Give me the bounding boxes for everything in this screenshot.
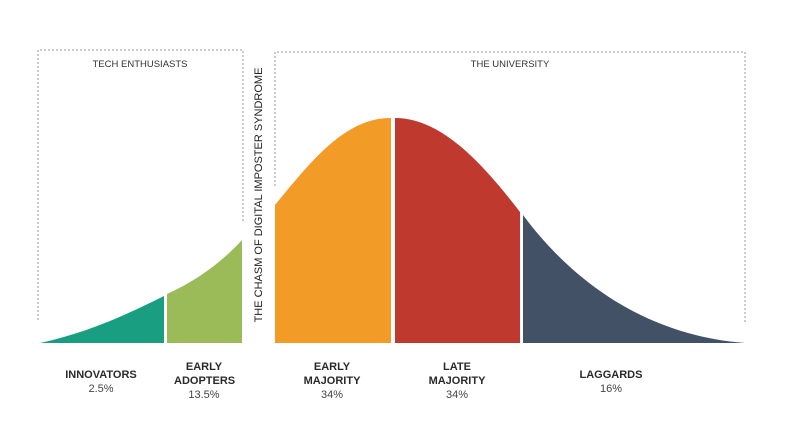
segment-percent: 34% <box>445 389 469 401</box>
segment-name: INNOVATORS <box>65 369 137 381</box>
segment-name: LAGGARDS <box>579 369 643 381</box>
segment-percent: 2.5% <box>88 383 114 395</box>
segment-early-majority <box>275 118 391 343</box>
group-label-university: THE UNIVERSITY <box>470 59 550 70</box>
segment-early-adopters <box>167 240 242 343</box>
university-box <box>274 51 746 322</box>
tech-enthusiasts-box <box>37 49 244 320</box>
group-label-tech-enthusiasts: TECH ENTHUSIASTS <box>92 59 188 70</box>
label-laggards: LAGGARDS 16% <box>580 368 643 396</box>
label-early-majority: EARLY MAJORITY 34% <box>302 360 362 402</box>
label-late-majority: LATE MAJORITY 34% <box>427 360 487 402</box>
segment-name: EARLY MAJORITY <box>303 361 361 387</box>
segment-laggards <box>523 215 745 343</box>
segment-name: EARLY ADOPTERS <box>174 361 236 387</box>
segment-percent: 34% <box>320 389 344 401</box>
chasm-label: THE CHASM OF DIGITAL IMPOSTER SYNDROME <box>253 67 265 323</box>
segment-innovators <box>40 296 164 343</box>
segment-name: LATE MAJORITY <box>428 361 486 387</box>
segment-late-majority <box>395 118 520 343</box>
segment-percent: 16% <box>599 383 623 395</box>
label-early-adopters: EARLY ADOPTERS 13.5% <box>174 360 236 402</box>
label-innovators: INNOVATORS 2.5% <box>65 368 137 396</box>
segment-percent: 13.5% <box>188 389 220 401</box>
